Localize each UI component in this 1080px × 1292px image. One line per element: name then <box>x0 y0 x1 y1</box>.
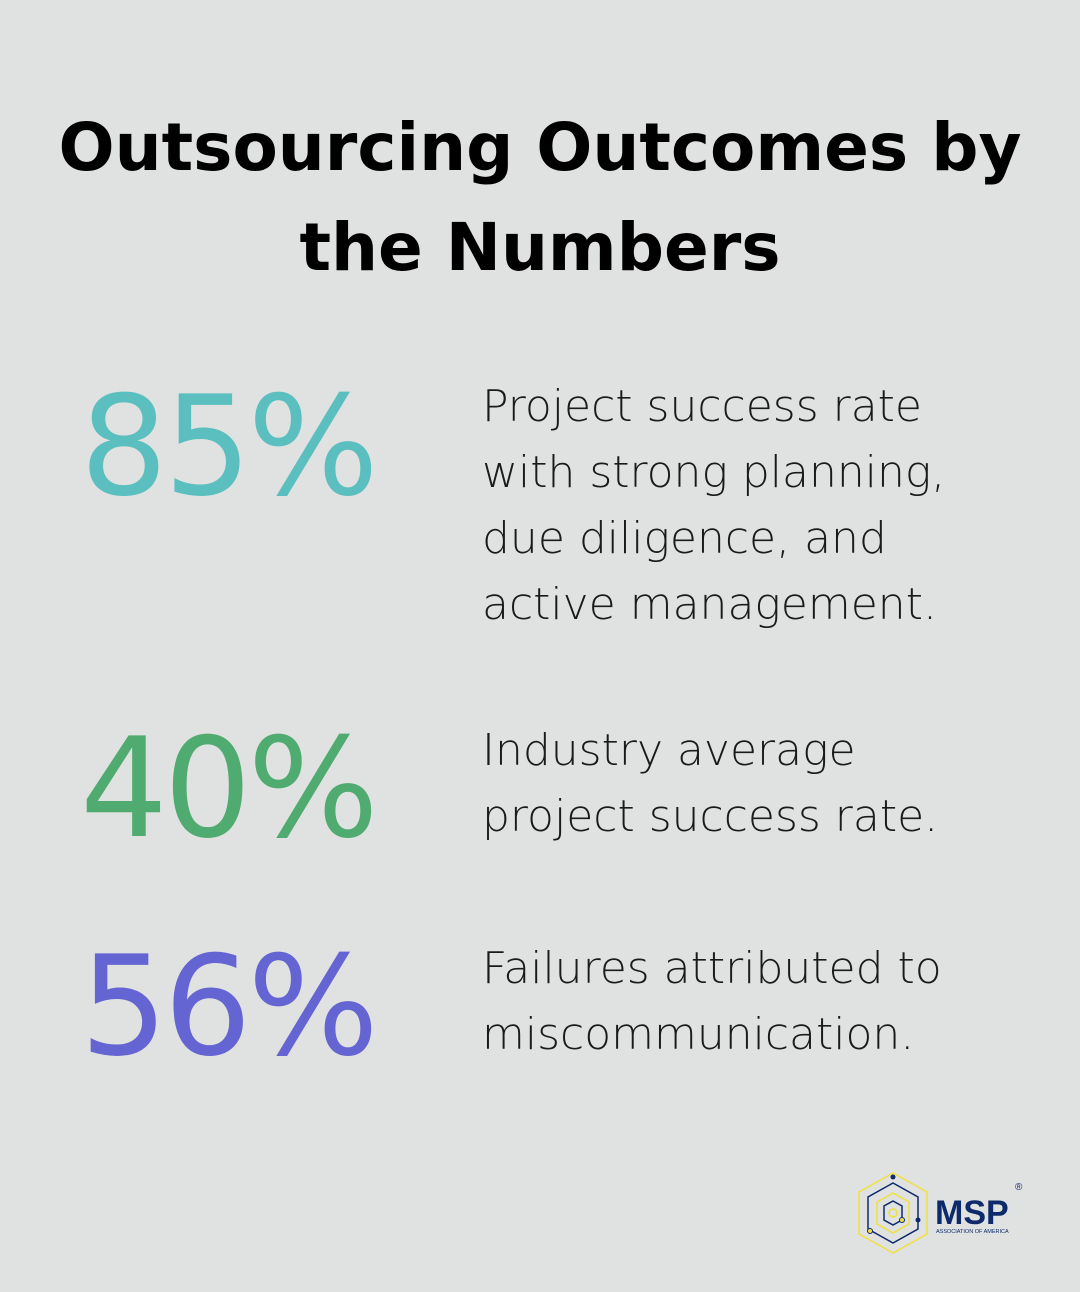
stat-value-56: 56% <box>80 926 379 1087</box>
logo-tagline: ASSOCIATION OF AMERICA <box>936 1229 1009 1235</box>
stat-description: Industry average project success rate. <box>482 725 939 842</box>
stat-description: Failures attributed to miscommunication. <box>482 943 942 1060</box>
registered-mark: ® <box>1015 1182 1023 1193</box>
page-title: Outsourcing Outcomes by the Numbers <box>58 109 1022 286</box>
stat-description: Project success rate with strong plannin… <box>482 381 946 630</box>
stat-value-85: 85% <box>80 366 379 527</box>
msp-logo: MSP ® ASSOCIATION OF AMERICA <box>858 1172 1023 1254</box>
logo-wordmark: MSP <box>935 1194 1009 1232</box>
stat-value-40: 40% <box>80 708 379 869</box>
